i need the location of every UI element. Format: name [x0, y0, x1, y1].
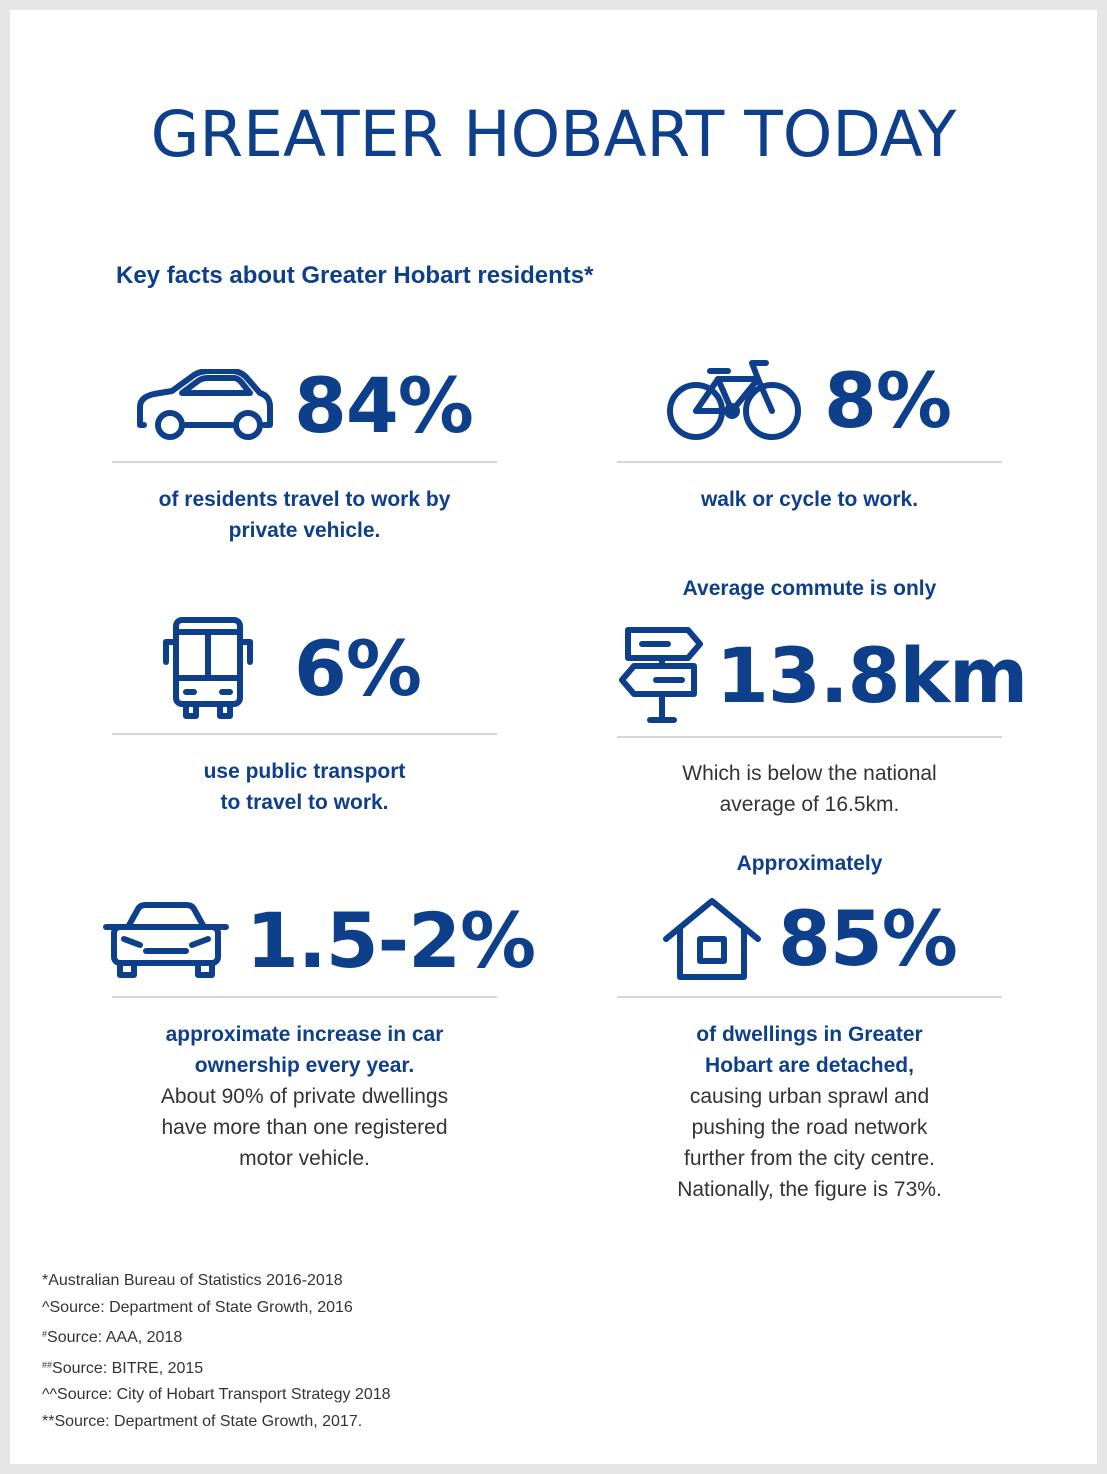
- car-side-icon: [136, 369, 274, 441]
- divider: [617, 461, 1002, 463]
- stat-description: of residents travel to work by private v…: [158, 488, 451, 542]
- divider: [617, 996, 1002, 998]
- stat-walk-cycle: 8%: [666, 356, 952, 445]
- stat-car-ownership: 1.5-2%: [102, 896, 536, 985]
- divider: [112, 996, 497, 998]
- stat-private-vehicle: 84%: [136, 361, 474, 450]
- source-note: #Source: AAA, 2018: [42, 1329, 183, 1346]
- stat-description: Which is below the national average of 1…: [682, 762, 937, 816]
- page-subtitle: Key facts about Greater Hobart residents…: [116, 262, 594, 289]
- infographic-card: GREATER HOBART TODAY Key facts about Gre…: [10, 10, 1097, 1464]
- stat-lead: Approximately: [736, 852, 883, 875]
- stat-description: of dwellings in Greater Hobart are detac…: [677, 1023, 942, 1201]
- page-title: GREATER HOBART TODAY: [150, 98, 957, 171]
- car-front-icon: [102, 901, 230, 979]
- source-note: *Australian Bureau of Statistics 2016-20…: [42, 1272, 343, 1289]
- divider: [617, 736, 1002, 738]
- stat-public-transport: 6%: [162, 616, 422, 720]
- stat-value: 85%: [778, 893, 958, 983]
- stat-description: walk or cycle to work.: [700, 488, 919, 511]
- stat-lead: Average commute is only: [682, 577, 937, 600]
- stat-value: 84%: [294, 360, 474, 450]
- source-note: ^Source: Department of State Growth, 201…: [42, 1298, 353, 1316]
- stat-value: 1.5-2%: [246, 895, 536, 985]
- stat-description: approximate increase in car ownership ev…: [160, 1023, 449, 1170]
- source-note: **Source: Department of State Growth, 20…: [42, 1412, 363, 1430]
- stat-value: 13.8km: [716, 630, 1028, 720]
- signpost-icon: [616, 626, 706, 724]
- stat-dwellings: 85%: [662, 893, 958, 983]
- stat-value: 6%: [294, 623, 422, 713]
- source-note: ^^Source: City of Hobart Transport Strat…: [42, 1386, 391, 1403]
- divider: [112, 461, 497, 463]
- source-note: ##Source: BITRE, 2015: [42, 1359, 204, 1377]
- stat-description: use public transport to travel to work.: [203, 760, 406, 814]
- bicycle-icon: [666, 359, 802, 441]
- stat-value: 8%: [824, 355, 952, 445]
- sources-list: *Australian Bureau of Statistics 2016-20…: [42, 1268, 391, 1435]
- house-icon: [662, 895, 762, 981]
- divider: [112, 733, 497, 735]
- stat-commute: 13.8km: [616, 625, 1028, 725]
- bus-icon: [162, 616, 254, 720]
